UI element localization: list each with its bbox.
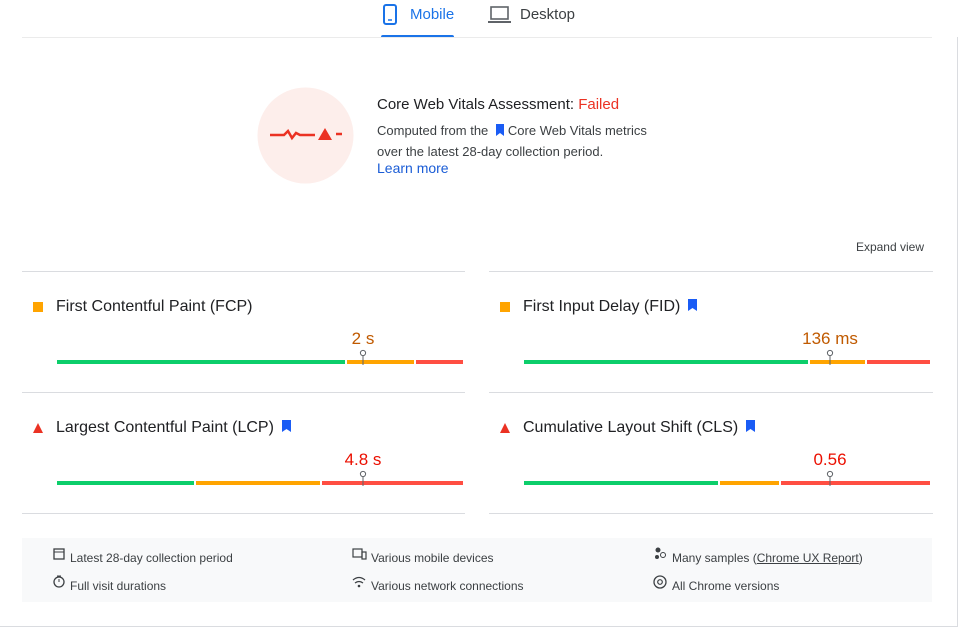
distribution-segment: [57, 360, 345, 364]
rating-icon: [33, 302, 43, 312]
icon: [352, 548, 367, 560]
divider: [22, 392, 465, 393]
metric-value: 0.56: [813, 450, 847, 469]
metric-name: First Input Delay (FID): [523, 298, 698, 316]
bookmark: [746, 420, 756, 432]
percentile-marker: [826, 349, 834, 365]
link[interactable]: Learn more: [377, 160, 449, 176]
metric-name: First Contentful Paint (FCP): [56, 298, 253, 316]
tab-indicator: [381, 35, 454, 38]
percentile-marker: [826, 470, 834, 486]
distribution-segment: [524, 360, 808, 364]
bookmark-shape: [746, 420, 756, 432]
percentile-marker: [359, 349, 367, 365]
mobile-icon: [383, 4, 397, 25]
footer-text: Various mobile devices: [371, 551, 494, 565]
divider: [22, 37, 932, 38]
divider: [489, 271, 933, 272]
bookmark-shape: [281, 420, 291, 432]
text: Cumulative Layout Shift (CLS): [523, 419, 739, 436]
text: Many samples (: [672, 551, 757, 565]
divider: [489, 392, 933, 393]
link[interactable]: Chrome UX Report: [756, 551, 859, 565]
distribution-segment: [524, 481, 718, 485]
rating-icon: [500, 423, 510, 433]
divider: [22, 271, 465, 272]
assessment-title: Core Web Vitals Assessment: Failed: [377, 96, 619, 113]
footer-text: Latest 28-day collection period: [70, 551, 233, 565]
distribution-segment: [346, 360, 415, 364]
distribution-segment: [195, 481, 321, 485]
triangle: [500, 423, 510, 433]
footer-text: Many samples (Chrome UX Report): [672, 551, 863, 565]
bookmark-shape: [688, 299, 698, 311]
tab[interactable]: Mobile: [410, 6, 455, 23]
metric-name: Cumulative Layout Shift (CLS): [523, 419, 756, 437]
percentile-marker: [359, 470, 367, 486]
icon: [53, 575, 65, 588]
title: Core Web Vitals Assessment:: [377, 96, 575, 113]
distribution-segment: [719, 481, 780, 485]
distribution-segment: [322, 481, 463, 485]
divider: [22, 513, 465, 514]
rating-icon: [500, 302, 510, 312]
metric-value: 136 ms: [802, 329, 858, 348]
text: First Input Delay (FID): [523, 298, 681, 315]
icon: [352, 576, 366, 588]
text: Computed from the: [377, 123, 489, 138]
distribution-segment: [809, 360, 865, 364]
distribution-segment: [866, 360, 930, 364]
button[interactable]: Expand view: [855, 240, 924, 254]
text: Core Web Vitals metrics: [507, 123, 647, 138]
square: [33, 302, 43, 312]
square: [500, 302, 510, 312]
footer-text: Full visit durations: [70, 579, 167, 593]
text: over the latest 28-day collection period…: [377, 144, 604, 159]
marker-head: [359, 470, 367, 478]
status: Failed: [578, 96, 620, 113]
metric-value: 2 s: [351, 329, 375, 348]
text: ): [858, 551, 863, 565]
icon: [653, 575, 667, 589]
marker-head: [826, 349, 834, 357]
icon: [655, 547, 666, 559]
marker-head: [826, 470, 834, 478]
description: Computed from the Core Web Vitals metric…: [377, 120, 647, 162]
assessment-badge: [257, 87, 354, 184]
metric-name: Largest Contentful Paint (LCP): [56, 419, 291, 437]
footer-text: All Chrome versions: [672, 579, 780, 593]
text: First Contentful Paint (FCP): [56, 298, 253, 315]
distribution-segment: [781, 481, 930, 485]
rating-icon: [33, 423, 43, 433]
desktop-icon: [488, 6, 511, 23]
triangle: [33, 423, 43, 433]
divider: [489, 513, 933, 514]
icon: [53, 548, 65, 560]
distribution-segment: [416, 360, 463, 364]
bookmark: [281, 420, 291, 432]
bookmark: [688, 299, 698, 311]
bookmark: [495, 124, 504, 136]
footer-text: Various network connections: [371, 579, 524, 593]
marker-head: [359, 349, 367, 357]
tab[interactable]: Desktop: [520, 6, 576, 23]
footer: [22, 538, 932, 602]
border: [957, 37, 958, 626]
text: Largest Contentful Paint (LCP): [56, 419, 274, 436]
border: [0, 626, 958, 627]
metric-value: 4.8 s: [344, 450, 382, 469]
distribution-segment: [57, 481, 194, 485]
